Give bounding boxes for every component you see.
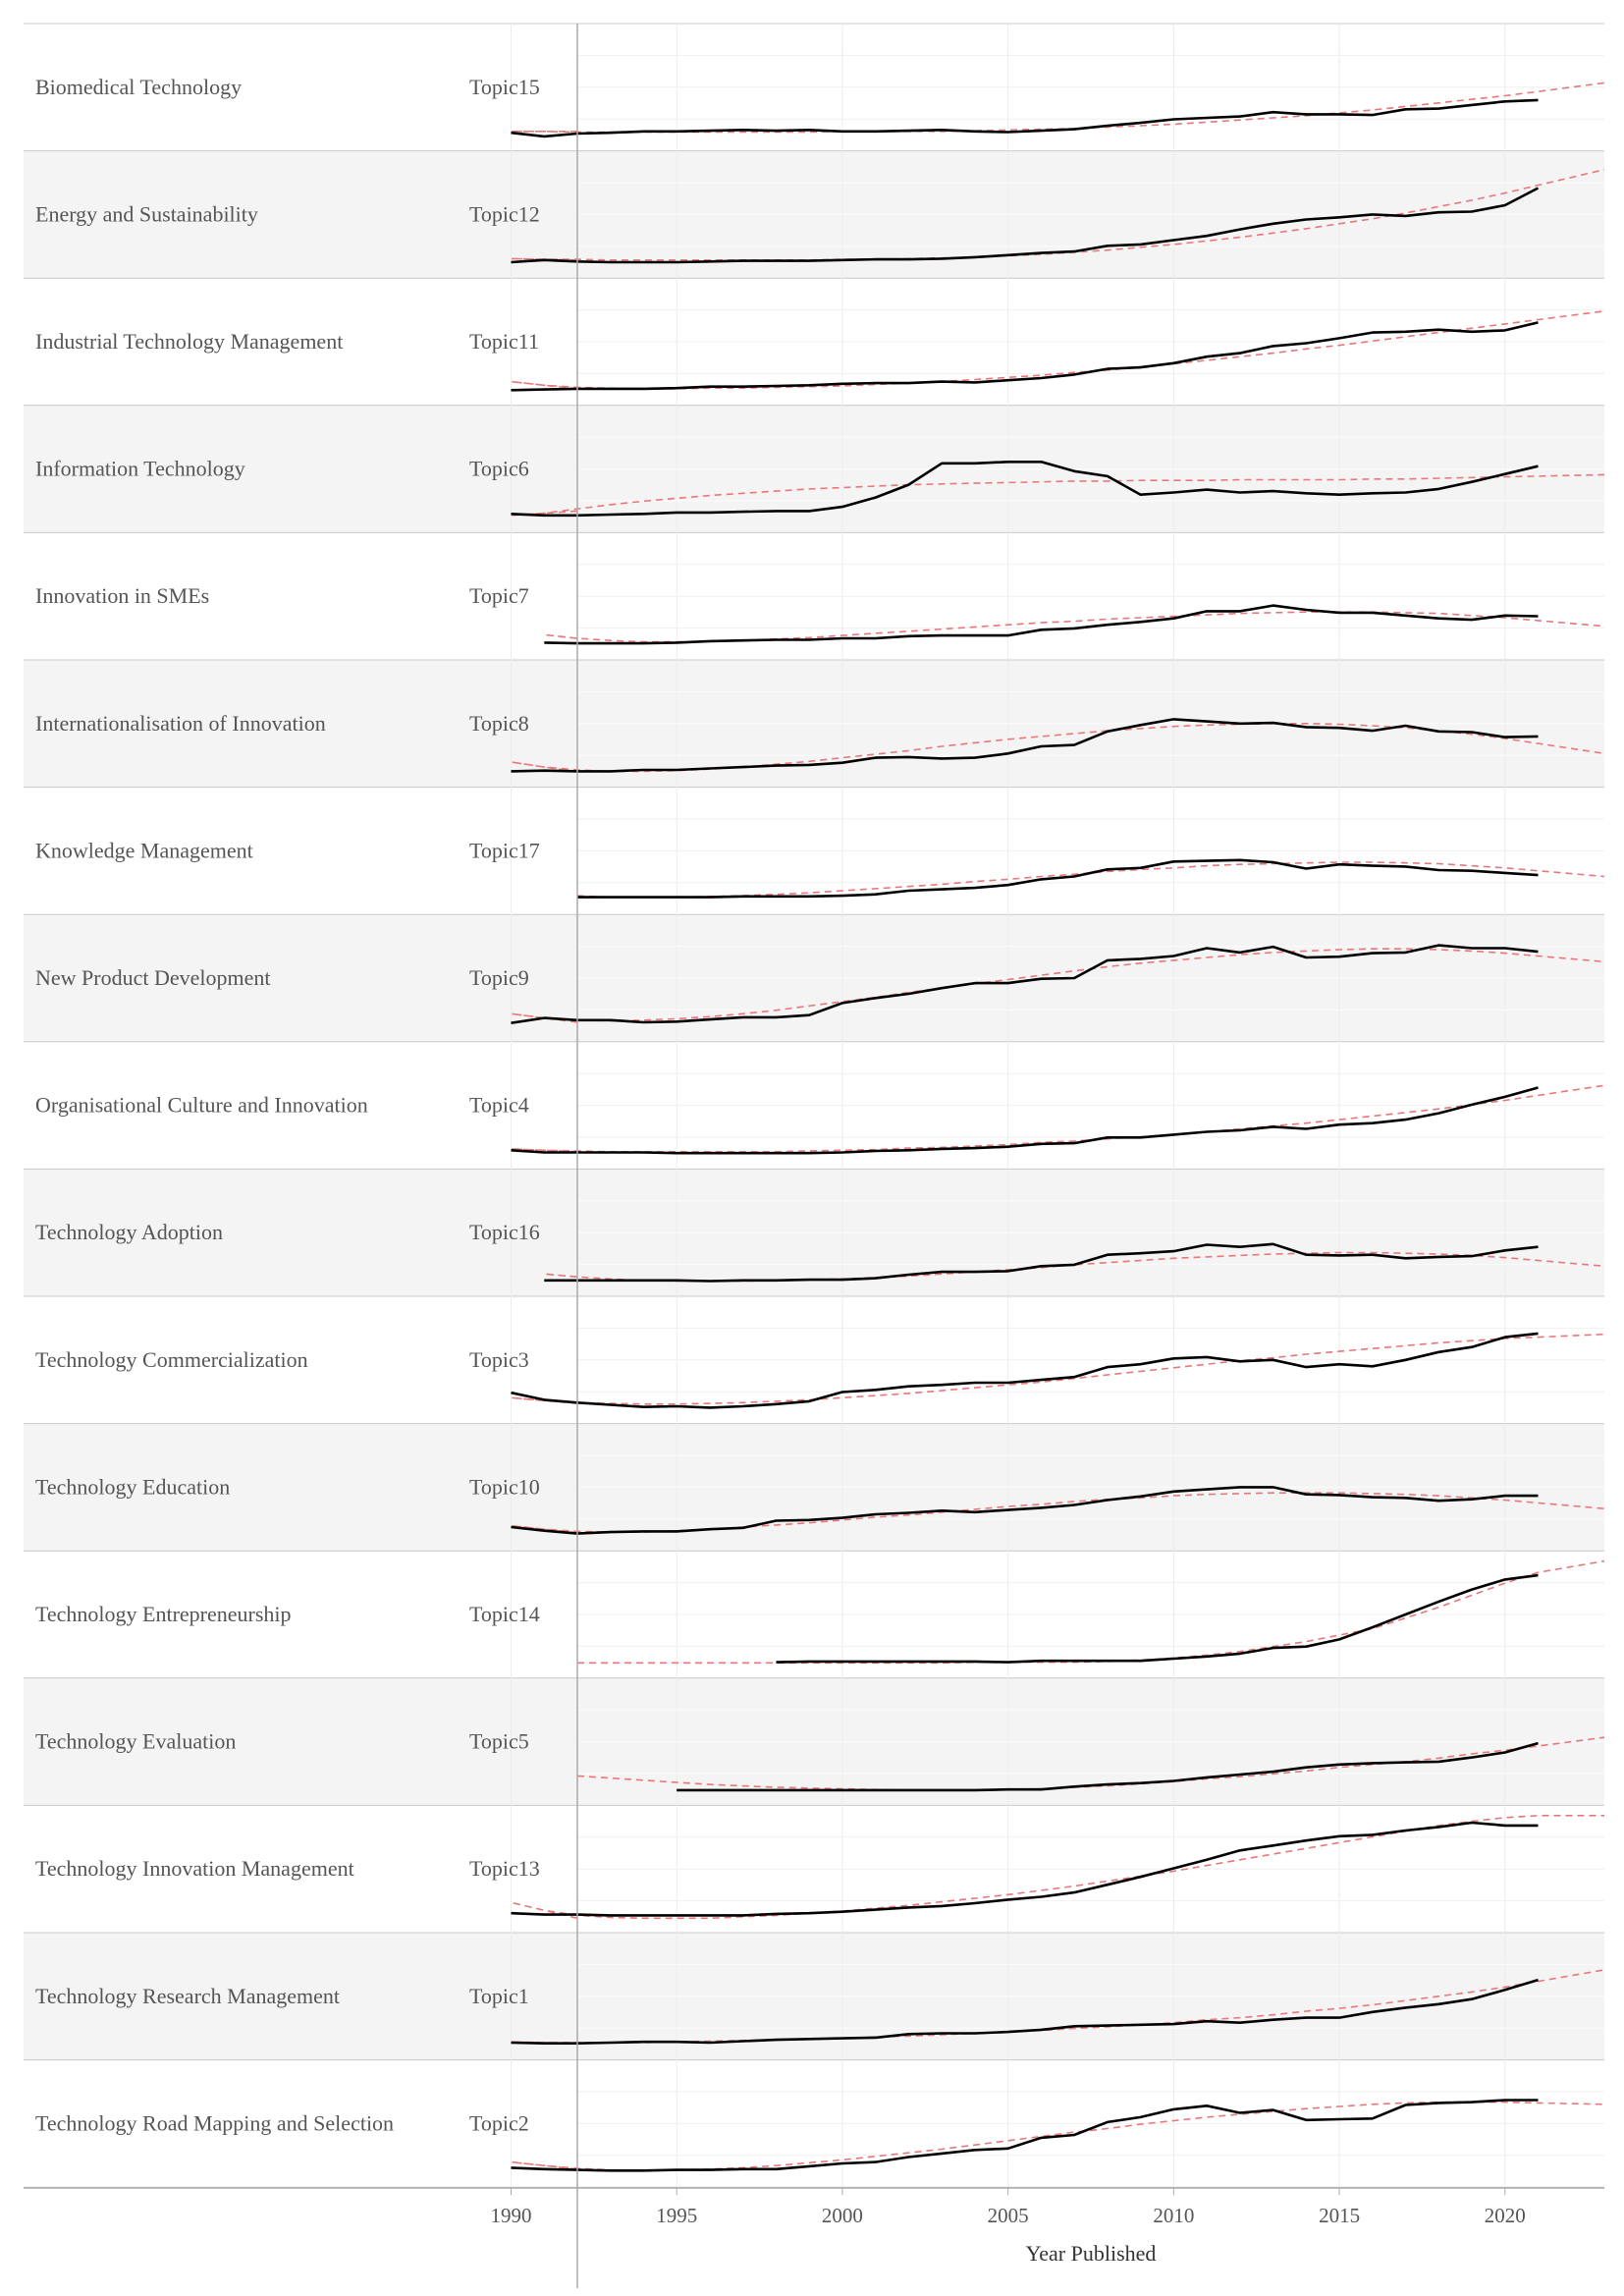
topic-id-label: Topic10 — [469, 1474, 540, 1499]
x-tick-label: 2010 — [1153, 2204, 1194, 2227]
topic-id-label: Topic17 — [469, 838, 540, 862]
topic-name-label: Technology Evaluation — [35, 1729, 236, 1754]
topic-name-label: Technology Adoption — [35, 1220, 223, 1244]
topic-series-line — [511, 461, 1539, 518]
topic-series-line — [511, 944, 1539, 1024]
x-tick-label: 2005 — [988, 2204, 1029, 2227]
topic-name-label: Innovation in SMEs — [35, 583, 209, 608]
topic-name-label: Technology Research Management — [35, 1984, 340, 2008]
topic-name-label: Technology Entrepreneurship — [35, 1602, 292, 1626]
topic-name-label: Technology Education — [35, 1474, 230, 1499]
topic-name-label: Industrial Technology Management — [35, 329, 343, 354]
trend-line — [511, 1815, 1604, 1920]
topic-series-line — [511, 718, 1539, 773]
topic-id-label: Topic7 — [469, 583, 529, 608]
topic-id-label: Topic8 — [469, 711, 529, 736]
topic-name-label: Organisational Culture and Innovation — [35, 1093, 368, 1118]
topic-name-label: Internationalisation of Innovation — [35, 711, 326, 736]
topic-id-label: Topic2 — [469, 2110, 529, 2135]
topic-name-label: Knowledge Management — [35, 838, 253, 862]
topic-name-label: Biomedical Technology — [35, 75, 242, 99]
topic-name-label: Technology Commercialization — [35, 1347, 308, 1372]
topic-name-label: Technology Road Mapping and Selection — [35, 2110, 394, 2135]
topic-id-label: Topic12 — [469, 201, 540, 226]
x-tick-label: 1995 — [656, 2204, 697, 2227]
topic-series-line — [511, 1978, 1539, 2045]
x-tick-label: 2000 — [822, 2204, 863, 2227]
topic-id-label: Topic16 — [469, 1220, 540, 1244]
topic-id-label: Topic14 — [469, 1602, 540, 1626]
topic-series-line — [511, 1486, 1539, 1535]
topic-id-label: Topic6 — [469, 457, 529, 481]
topic-id-label: Topic11 — [469, 329, 539, 354]
topic-series-line — [511, 1086, 1539, 1155]
topic-series-line — [511, 187, 1540, 264]
topic-series-line — [677, 1741, 1539, 1792]
topic-name-label: Technology Innovation Management — [35, 1856, 354, 1881]
topic-name-label: Energy and Sustainability — [35, 201, 258, 226]
trend-line — [511, 1333, 1605, 1405]
topic-series-line — [511, 2099, 1539, 2172]
topic-series-line — [511, 98, 1539, 138]
topic-id-label: Topic4 — [469, 1093, 529, 1118]
topic-series-line — [511, 1332, 1539, 1409]
x-tick-label: 2015 — [1319, 2204, 1360, 2227]
trend-line — [511, 948, 1605, 1023]
x-tick-label: 2020 — [1485, 2204, 1526, 2227]
topic-series-line — [544, 604, 1539, 645]
x-tick-label: 1990 — [491, 2204, 532, 2227]
topic-id-label: Topic13 — [469, 1856, 540, 1881]
topic-series-line — [776, 1573, 1539, 1664]
topic-id-label: Topic5 — [469, 1729, 529, 1754]
topic-name-label: New Product Development — [35, 965, 271, 990]
topic-series-line — [577, 858, 1539, 899]
topic-id-label: Topic9 — [469, 965, 529, 990]
topic-series-line — [544, 1242, 1539, 1283]
x-axis-title: Year Published — [1026, 2241, 1157, 2266]
topic-name-label: Information Technology — [35, 457, 245, 481]
trend-line — [511, 473, 1605, 517]
trend-line — [576, 1736, 1605, 1791]
topic-series-line — [511, 321, 1539, 392]
topic-series-line — [511, 1821, 1539, 1917]
topic-id-label: Topic3 — [469, 1347, 529, 1372]
topic-id-label: Topic15 — [469, 75, 540, 99]
topic-id-label: Topic1 — [469, 1984, 529, 2008]
